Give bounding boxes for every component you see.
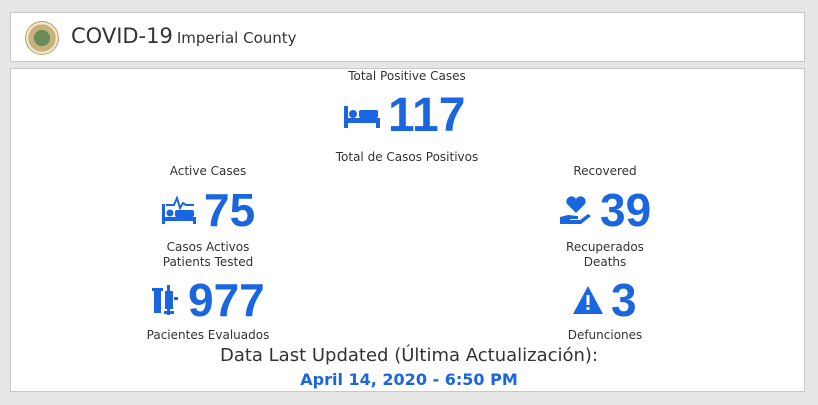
deaths-value: 3 (611, 274, 637, 326)
dashboard-panel (10, 68, 805, 392)
page-title: COVID-19 Imperial County (71, 24, 297, 48)
header-bar: COVID-19 Imperial County (10, 12, 805, 62)
total-value: 117 (388, 89, 466, 142)
active-label: Active Cases (169, 164, 247, 178)
test-tubes-icon (152, 285, 178, 315)
subtitle: Imperial County (176, 29, 297, 47)
total-stat: 117 (344, 89, 466, 142)
deaths-label-es: Defunciones (567, 328, 643, 342)
county-seal-logo (25, 21, 59, 55)
last-updated-label: Data Last Updated (Última Actualización)… (219, 345, 599, 366)
active-label-es: Casos Activos (166, 240, 250, 254)
recovered-label: Recovered (573, 164, 637, 178)
total-label-es: Total de Casos Positivos (335, 150, 479, 164)
recovered-stat: 39 (560, 187, 651, 233)
active-value: 75 (204, 184, 256, 236)
bed-pulse-icon (162, 196, 196, 224)
total-label: Total Positive Cases (348, 69, 466, 83)
tested-value: 977 (188, 274, 265, 326)
tested-stat: 977 (152, 277, 265, 323)
last-updated-date: April 14, 2020 - 6:50 PM (300, 370, 518, 389)
deaths-stat: 3 (573, 277, 637, 323)
title-text: COVID-19 (71, 24, 173, 48)
tested-label-es: Pacientes Evaluados (146, 328, 270, 342)
deaths-label: Deaths (583, 255, 627, 269)
warning-icon (573, 286, 603, 314)
tested-label: Patients Tested (162, 255, 254, 269)
recovered-value: 39 (600, 184, 652, 236)
hospital-bed-icon (344, 106, 380, 128)
hand-heart-icon (560, 196, 591, 224)
recovered-label-es: Recuperados (566, 240, 644, 254)
active-stat: 75 (162, 187, 255, 233)
